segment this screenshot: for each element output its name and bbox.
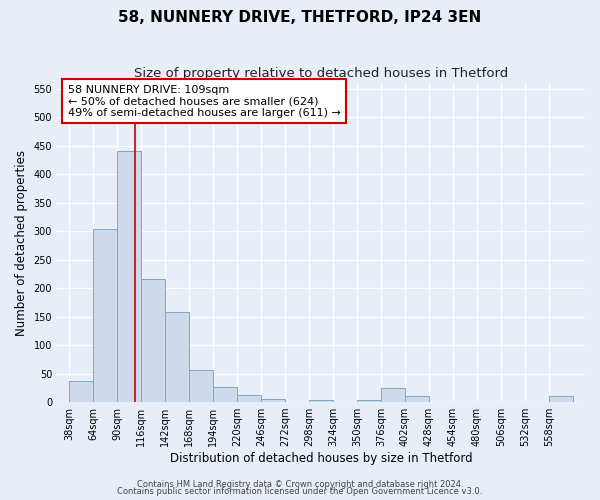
Bar: [237, 395, 261, 402]
X-axis label: Distribution of detached houses by size in Thetford: Distribution of detached houses by size …: [170, 452, 472, 465]
Bar: [261, 399, 285, 402]
Bar: [141, 279, 165, 402]
Bar: [405, 396, 429, 402]
Text: Contains HM Land Registry data © Crown copyright and database right 2024.: Contains HM Land Registry data © Crown c…: [137, 480, 463, 489]
Bar: [165, 312, 189, 402]
Bar: [117, 151, 141, 402]
Bar: [189, 370, 213, 402]
Bar: [309, 400, 333, 402]
Text: 58, NUNNERY DRIVE, THETFORD, IP24 3EN: 58, NUNNERY DRIVE, THETFORD, IP24 3EN: [118, 10, 482, 25]
Text: Contains public sector information licensed under the Open Government Licence v3: Contains public sector information licen…: [118, 487, 482, 496]
Bar: [549, 396, 573, 402]
Bar: [357, 400, 381, 402]
Bar: [381, 388, 405, 402]
Y-axis label: Number of detached properties: Number of detached properties: [15, 150, 28, 336]
Title: Size of property relative to detached houses in Thetford: Size of property relative to detached ho…: [134, 68, 508, 80]
Bar: [213, 388, 237, 402]
Bar: [69, 381, 93, 402]
Bar: [93, 230, 117, 402]
Text: 58 NUNNERY DRIVE: 109sqm
← 50% of detached houses are smaller (624)
49% of semi-: 58 NUNNERY DRIVE: 109sqm ← 50% of detach…: [68, 84, 340, 118]
